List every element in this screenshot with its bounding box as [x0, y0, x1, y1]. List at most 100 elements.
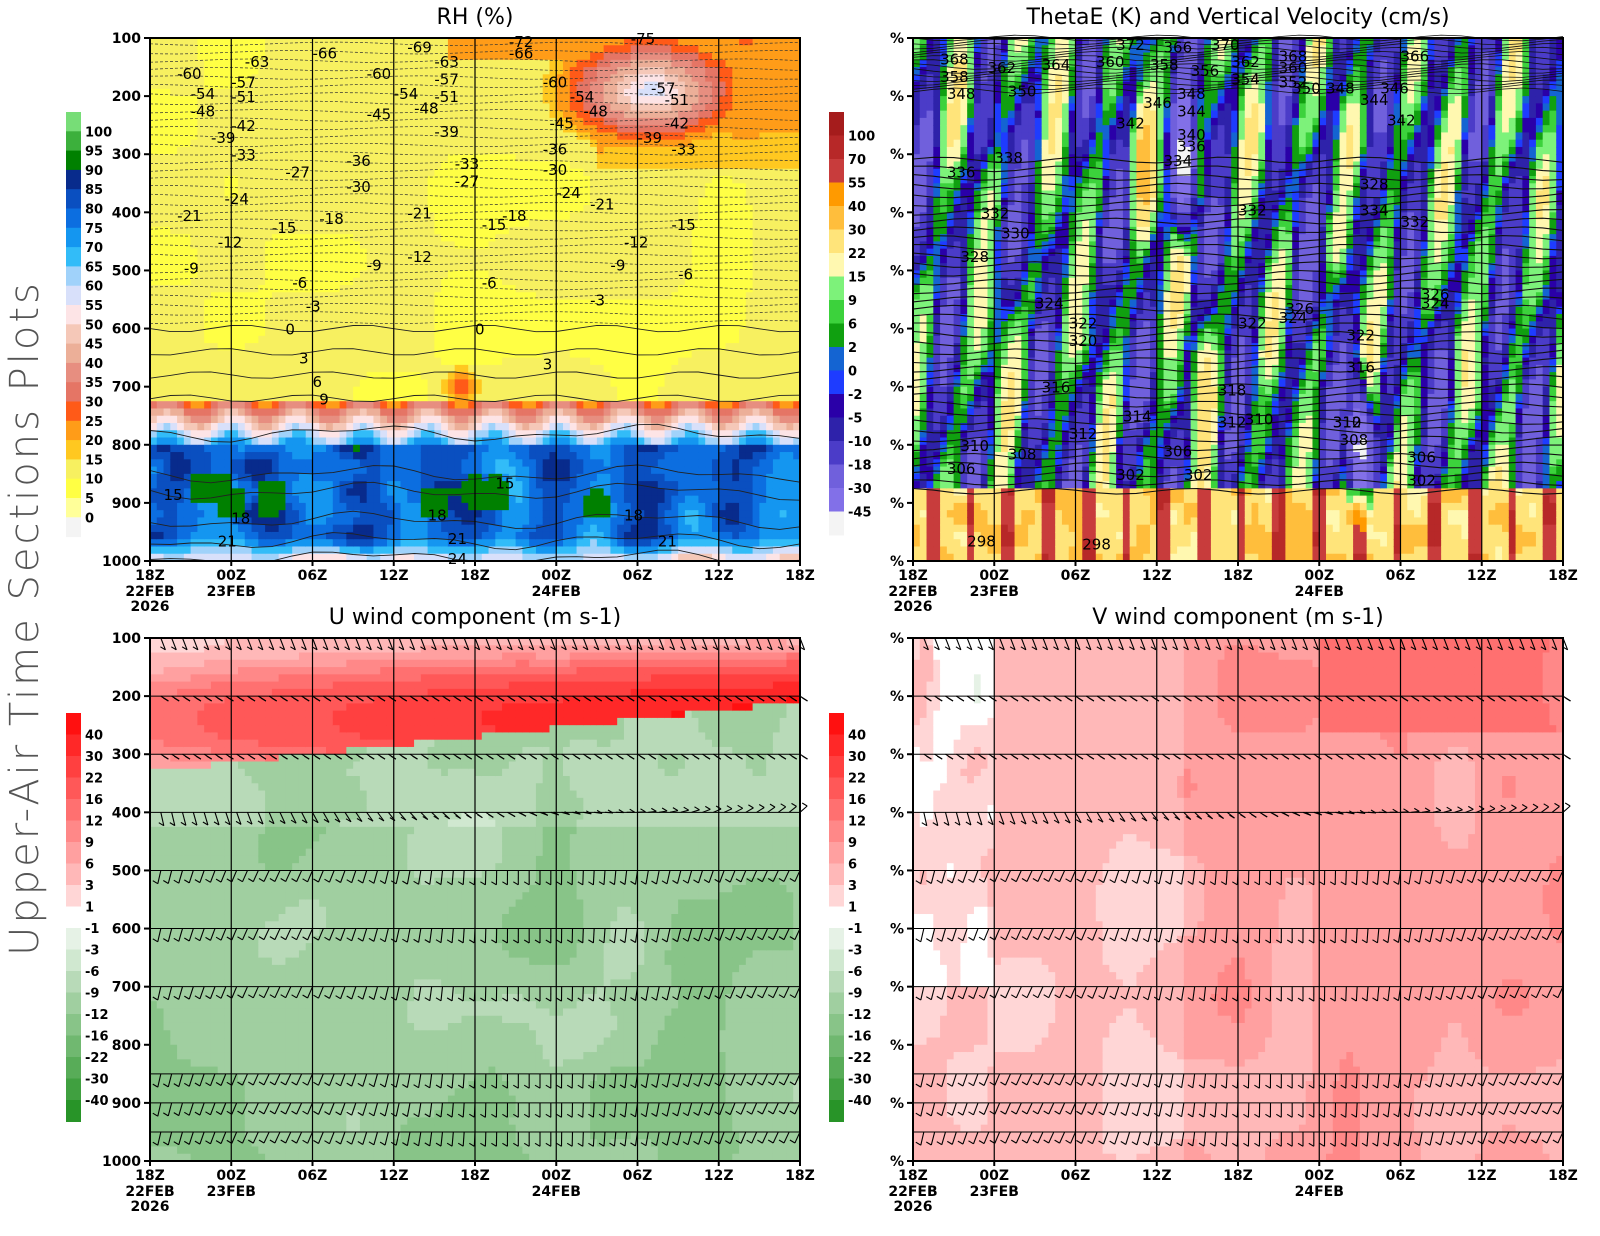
field-cell [516, 358, 523, 366]
field-cell [428, 336, 435, 344]
field-cell [340, 387, 347, 395]
field-cell [556, 408, 563, 416]
field-cell [536, 60, 543, 68]
field-cell [258, 161, 265, 169]
field-cell [197, 358, 204, 366]
field-cell [516, 488, 523, 496]
field-cell [272, 379, 279, 387]
field-cell [522, 227, 529, 235]
field-cell [563, 510, 570, 518]
field-cell [313, 132, 320, 140]
field-cell [177, 140, 184, 148]
field-cell [597, 82, 604, 90]
field-cell [170, 89, 177, 97]
field-cell [150, 45, 157, 53]
field-cell [536, 292, 543, 300]
field-cell [184, 365, 191, 373]
field-cell [617, 103, 624, 111]
field-cell [258, 183, 265, 191]
field-cell [610, 416, 617, 424]
field-cell [197, 525, 204, 533]
field-cell [265, 96, 272, 104]
field-cell [150, 67, 157, 75]
field-cell [252, 525, 259, 533]
field-cell [394, 525, 401, 533]
field-cell [394, 205, 401, 213]
field-cell [610, 45, 617, 53]
field-cell [529, 125, 536, 133]
field-cell [570, 445, 577, 453]
field-cell [285, 488, 292, 496]
field-cell [319, 416, 326, 424]
field-cell [556, 467, 563, 475]
page-title: Upper-Air Time Sections Plots [2, 280, 48, 956]
field-cell [353, 488, 360, 496]
field-cell [380, 329, 387, 337]
field-cell [346, 445, 353, 453]
field-cell [340, 459, 347, 467]
field-cell [191, 191, 198, 199]
field-cell [211, 220, 218, 228]
field-cell [292, 474, 299, 482]
field-cell [197, 459, 204, 467]
field-cell [380, 372, 387, 380]
field-cell [333, 307, 340, 315]
field-cell [170, 270, 177, 278]
field-cell [489, 525, 496, 533]
field-cell [522, 510, 529, 518]
field-cell [583, 263, 590, 271]
field-cell [177, 546, 184, 554]
field-cell [353, 438, 360, 446]
field-cell [401, 307, 408, 315]
field-cell [401, 358, 408, 366]
field-cell [482, 467, 489, 475]
field-cell [577, 147, 584, 155]
field-cell [279, 488, 286, 496]
field-cell [285, 546, 292, 554]
field-cell [150, 300, 157, 308]
field-cell [279, 96, 286, 104]
field-cell [333, 358, 340, 366]
field-cell [441, 416, 448, 424]
field-cell [346, 488, 353, 496]
field-cell [380, 387, 387, 395]
field-cell [197, 198, 204, 206]
field-cell [441, 183, 448, 191]
field-cell [434, 307, 441, 315]
field-cell [360, 212, 367, 220]
field-cell [604, 488, 611, 496]
field-cell [373, 234, 380, 242]
field-cell [333, 379, 340, 387]
field-cell [475, 379, 482, 387]
field-cell [401, 387, 408, 395]
field-cell [597, 147, 604, 155]
field-cell [475, 459, 482, 467]
field-cell [367, 372, 374, 380]
field-cell [448, 416, 455, 424]
field-cell [326, 263, 333, 271]
field-cell [279, 140, 286, 148]
field-cell [164, 270, 171, 278]
field-cell [360, 452, 367, 460]
field-cell [516, 300, 523, 308]
field-cell [340, 60, 347, 68]
field-cell [495, 183, 502, 191]
field-cell [536, 496, 543, 504]
field-cell [428, 285, 435, 293]
field-cell [218, 278, 225, 286]
field-cell [231, 387, 238, 395]
field-cell [218, 285, 225, 293]
field-cell [434, 183, 441, 191]
field-cell [177, 445, 184, 453]
field-cell [367, 314, 374, 322]
field-cell [489, 459, 496, 467]
field-cell [434, 467, 441, 475]
field-cell [319, 481, 326, 489]
field-cell [265, 496, 272, 504]
field-cell [441, 220, 448, 228]
field-cell [583, 496, 590, 504]
field-cell [299, 438, 306, 446]
field-cell [590, 416, 597, 424]
field-cell [292, 481, 299, 489]
field-cell [434, 546, 441, 554]
